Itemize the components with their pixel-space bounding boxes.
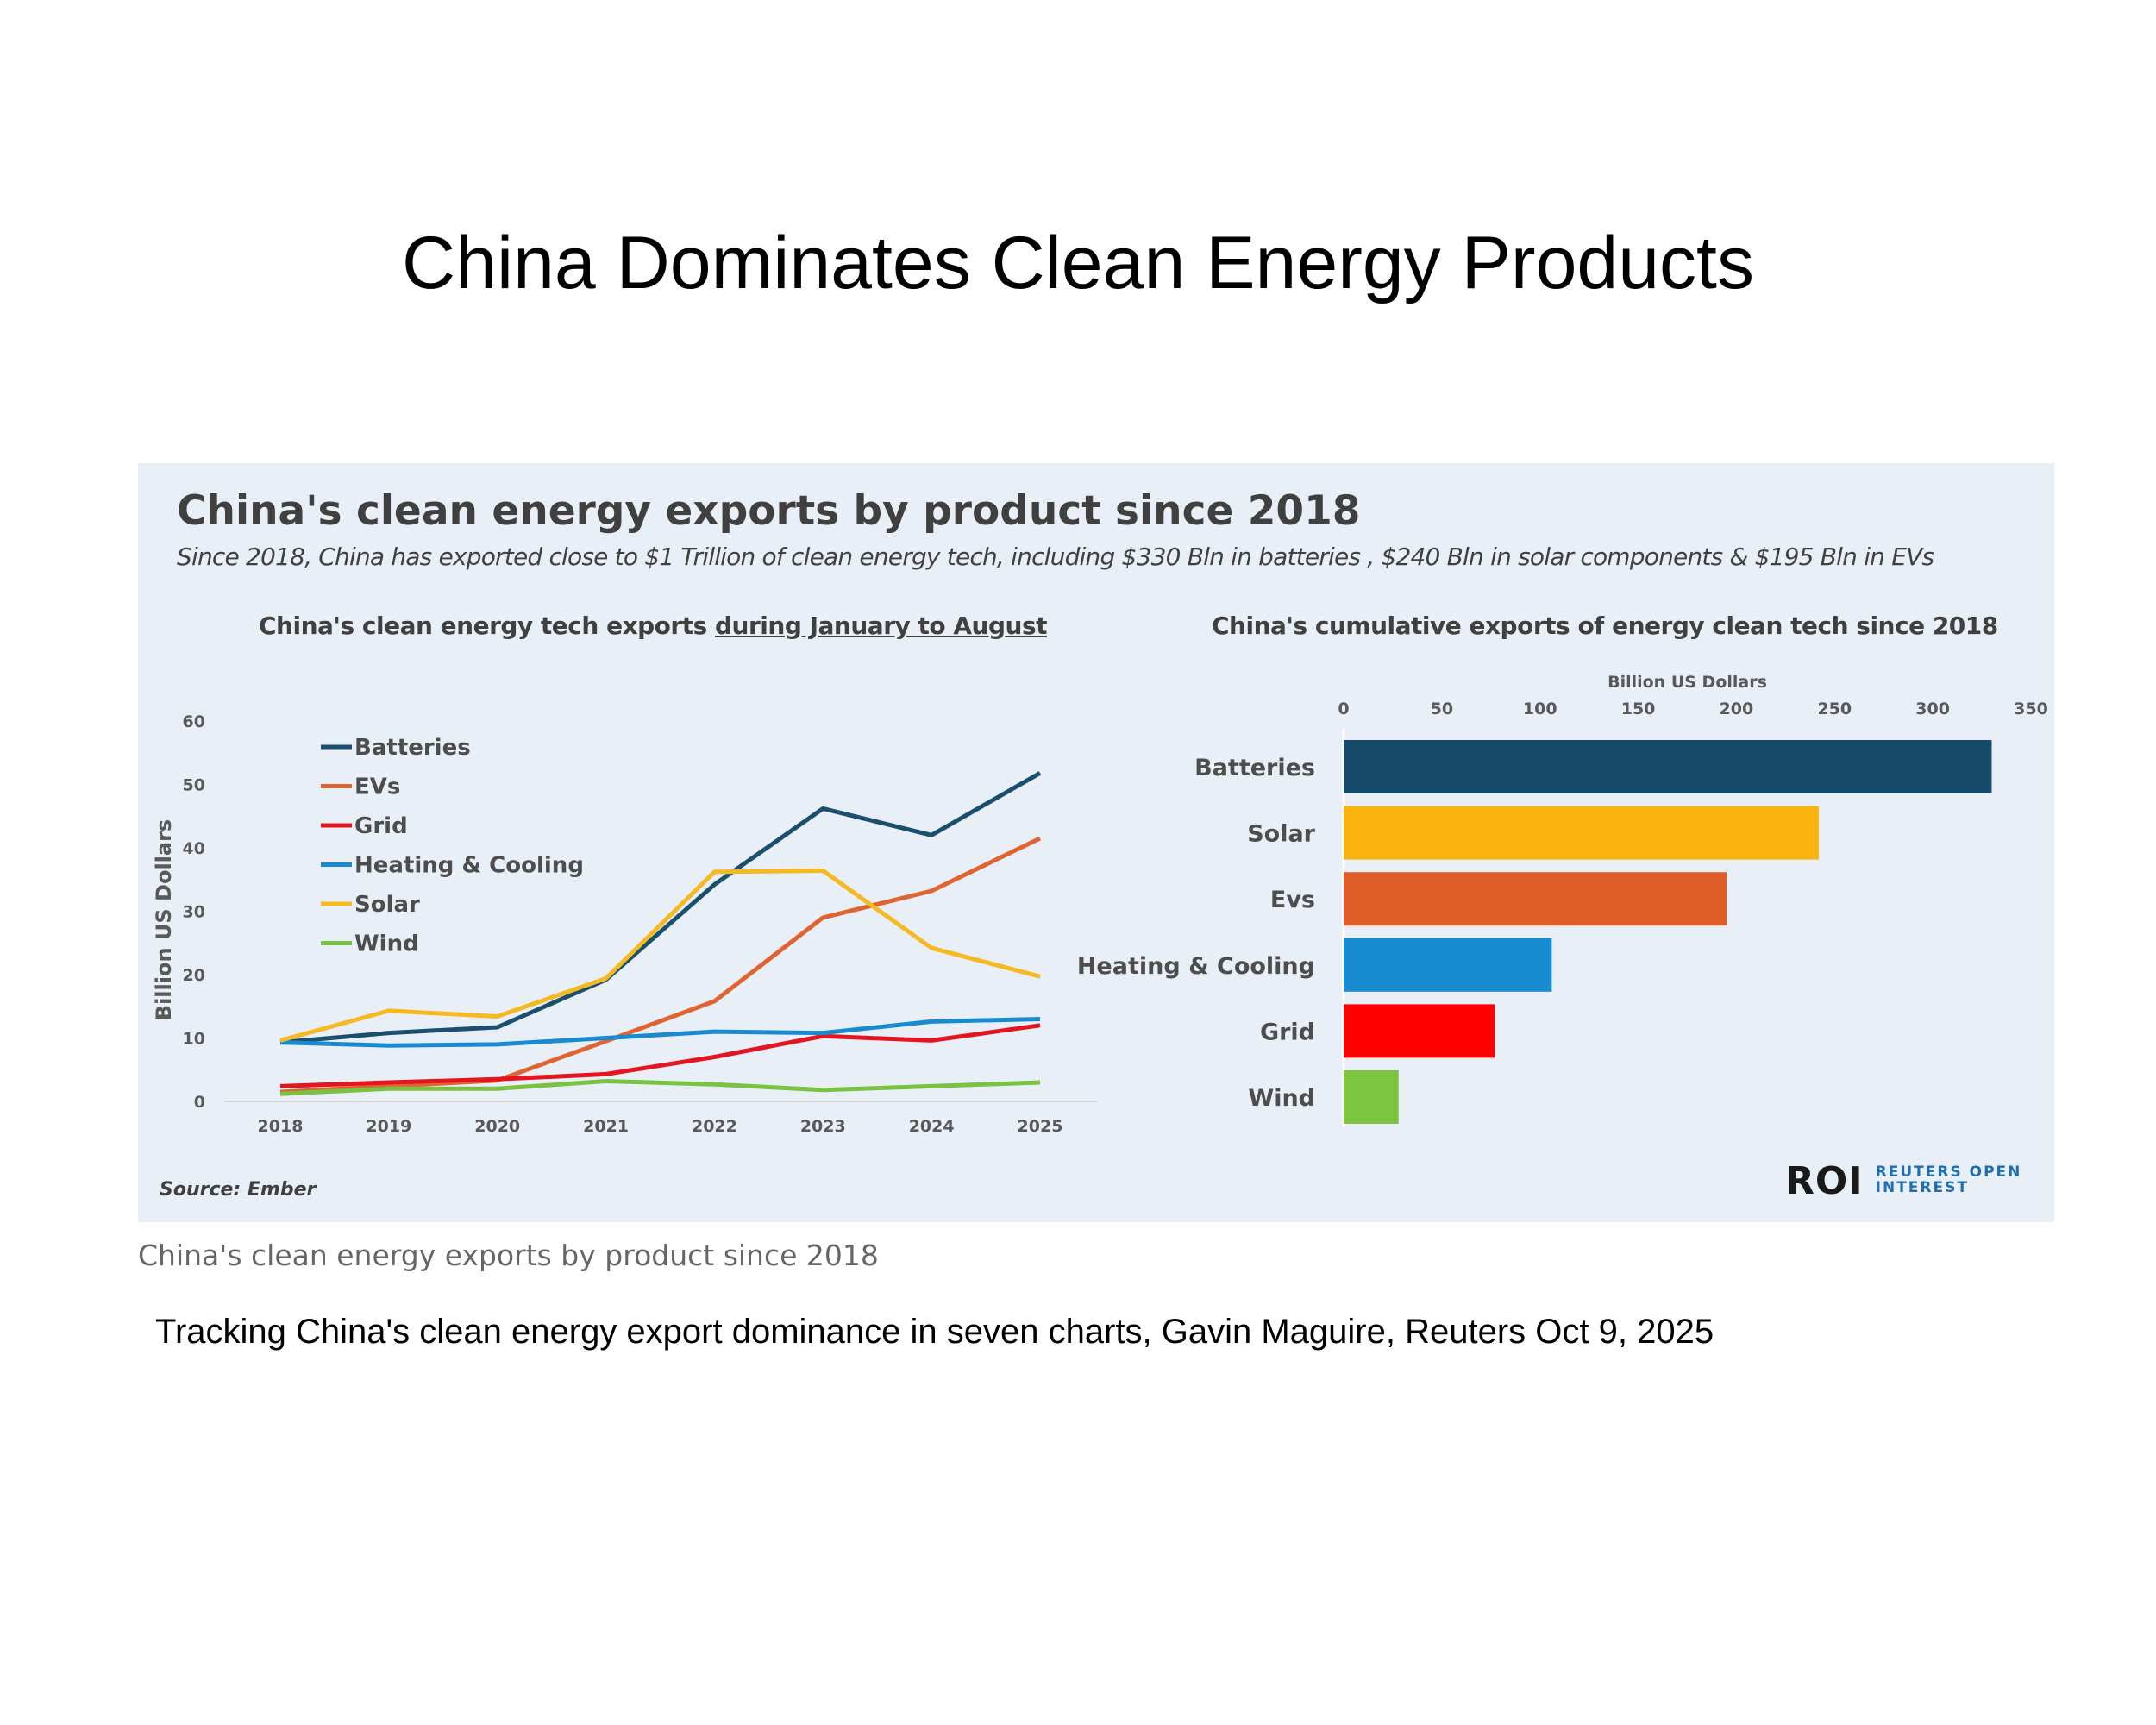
legend-label-batteries: Batteries: [354, 735, 471, 761]
series-line-heating-cooling: [279, 1017, 1041, 1048]
figure-caption: China's clean energy exports by product …: [138, 1239, 879, 1272]
bar-x-tick-label: 50: [1431, 699, 1453, 718]
y-tick-label: 40: [183, 839, 205, 858]
line-chart-title: China's clean energy tech exports during…: [259, 612, 1048, 640]
bar-x-tick-label: 100: [1523, 699, 1557, 718]
bar-category-label-grid: Grid: [1260, 1019, 1315, 1045]
series-line-grid: [279, 1023, 1041, 1088]
line-chart: 0 10 20 30 40 50 60 2018 2019 2020 2021 2022 2023 202…: [152, 712, 1097, 1136]
legend-label-grid: Grid: [354, 813, 408, 839]
logo-text: REUTERS OPEN INTEREST: [1875, 1164, 2022, 1196]
logo-mark: ROI: [1785, 1158, 1864, 1203]
bar-x-tick-label: 350: [2014, 699, 2048, 718]
bar-category-label-wind: Wind: [1248, 1085, 1315, 1112]
bar-category-label-solar: Solar: [1247, 821, 1315, 848]
source-note: Source: Ember: [160, 1179, 317, 1201]
bar-category-label-heating-cooling: Heating & Cooling: [1077, 953, 1315, 980]
bar-solar: [1344, 806, 1820, 860]
bar-grid: [1344, 1004, 1495, 1058]
slide-title: China Dominates Clean Energy Products: [402, 222, 1754, 304]
bar-heating-cooling: [1344, 938, 1552, 992]
bar-category-label-batteries: Batteries: [1194, 755, 1315, 781]
legend-label-wind: Wind: [354, 932, 419, 957]
x-tick-label: 2024: [909, 1117, 955, 1136]
legend-label-solar: Solar: [354, 892, 420, 918]
x-tick-label: 2018: [258, 1117, 304, 1136]
logo-line-2: INTEREST: [1875, 1179, 1969, 1196]
bar-x-tick-label: 250: [1817, 699, 1852, 718]
y-tick-label: 60: [183, 712, 205, 731]
bar-evs: [1344, 872, 1727, 926]
roi-logo: ROI REUTERS OPEN INTEREST: [1785, 1155, 2022, 1207]
line-chart-title-emphasis: during January to August: [715, 612, 1048, 640]
x-tick-label: 2019: [366, 1117, 411, 1136]
panel-title: China's clean energy exports by product …: [177, 487, 1361, 535]
y-axis-label: Billion US Dollars: [152, 819, 176, 1020]
x-tick-label: 2023: [800, 1117, 846, 1136]
bar-category-label-evs: Evs: [1270, 887, 1315, 913]
bar-chart: Billion US Dollars 0 50 100 150 200 250 300 350 B…: [1077, 673, 2048, 1127]
bar-wind: [1344, 1070, 1399, 1124]
x-tick-label: 2022: [692, 1117, 737, 1136]
line-chart-title-prefix: China's clean energy tech exports: [259, 612, 716, 640]
y-tick-label: 30: [183, 903, 205, 922]
bar-batteries: [1344, 740, 1992, 794]
series-line-wind: [279, 1079, 1041, 1096]
series-line-solar: [279, 869, 1041, 1043]
panel-subtitle: Since 2018, China has exported close to …: [177, 543, 1934, 571]
x-tick-label: 2021: [583, 1117, 629, 1136]
y-tick-label: 20: [183, 966, 205, 985]
bar-chart-title: China's cumulative exports of energy cle…: [1212, 612, 1998, 640]
legend-label-evs: EVs: [354, 775, 400, 800]
bar-x-tick-label: 0: [1338, 699, 1349, 718]
logo-line-1: REUTERS OPEN: [1875, 1164, 2022, 1182]
series-line-batteries: [279, 771, 1042, 1045]
x-tick-label: 2025: [1018, 1117, 1063, 1136]
bar-x-tick-label: 150: [1621, 699, 1656, 718]
article-credit: Tracking China's clean energy export dom…: [155, 1313, 1714, 1351]
legend-label-heating-cooling: Heating & Cooling: [354, 853, 584, 879]
x-tick-label: 2020: [474, 1117, 520, 1136]
y-tick-label: 50: [183, 776, 205, 795]
bar-x-tick-label: 200: [1720, 699, 1754, 718]
series-line-evs: [279, 836, 1042, 1095]
y-tick-label: 0: [194, 1093, 205, 1112]
y-tick-label: 10: [183, 1030, 205, 1049]
bar-x-axis-label: Billion US Dollars: [1608, 673, 1767, 692]
chart-panel: China's clean energy exports by product …: [138, 463, 2054, 1222]
bar-x-tick-label: 300: [1915, 699, 1950, 718]
